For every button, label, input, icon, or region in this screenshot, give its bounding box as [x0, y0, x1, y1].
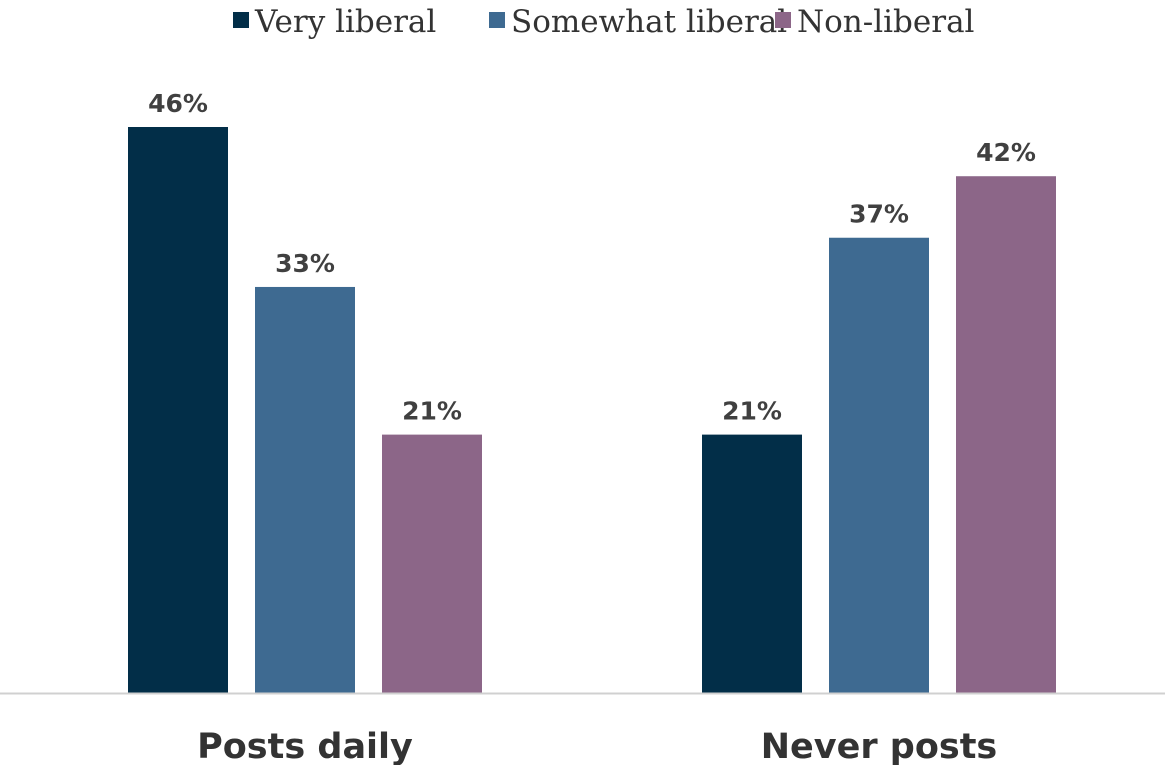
- data-label-posts-daily-somewhat-liberal: 33%: [275, 249, 335, 278]
- category-label-never-posts: Never posts: [761, 727, 998, 765]
- data-label-never-posts-very-liberal: 21%: [722, 397, 782, 426]
- legend: Very liberal Somewhat liberal Non-liberal: [233, 4, 974, 40]
- data-label-never-posts-somewhat-liberal: 37%: [849, 200, 909, 229]
- legend-swatch-somewhat-liberal: [489, 12, 505, 28]
- legend-item-somewhat-liberal: Somewhat liberal: [489, 4, 787, 40]
- bar-posts-daily-somewhat-liberal: [255, 286, 355, 693]
- data-label-never-posts-non-liberal: 42%: [976, 138, 1036, 167]
- data-label-posts-daily-non-liberal: 21%: [402, 397, 462, 426]
- data-labels: 46% 33% 21% 21% 37% 42%: [148, 89, 1036, 426]
- bar-never-posts-non-liberal: [956, 176, 1056, 693]
- legend-item-very-liberal: Very liberal: [233, 4, 436, 40]
- bar-never-posts-somewhat-liberal: [829, 237, 929, 693]
- legend-swatch-non-liberal: [775, 12, 791, 28]
- category-labels: Posts daily Never posts: [197, 727, 998, 767]
- bar-posts-daily-non-liberal: [382, 434, 482, 693]
- legend-item-non-liberal: Non-liberal: [775, 4, 974, 40]
- legend-label-somewhat-liberal: Somewhat liberal: [511, 4, 787, 40]
- bar-posts-daily-very-liberal: [128, 127, 228, 693]
- bars: [128, 127, 1056, 693]
- legend-label-very-liberal: Very liberal: [254, 4, 436, 40]
- legend-swatch-very-liberal: [233, 12, 249, 28]
- data-label-posts-daily-very-liberal: 46%: [148, 89, 208, 118]
- bar-never-posts-very-liberal: [702, 434, 802, 693]
- category-label-posts-daily: Posts daily: [197, 727, 413, 765]
- legend-label-non-liberal: Non-liberal: [797, 4, 974, 40]
